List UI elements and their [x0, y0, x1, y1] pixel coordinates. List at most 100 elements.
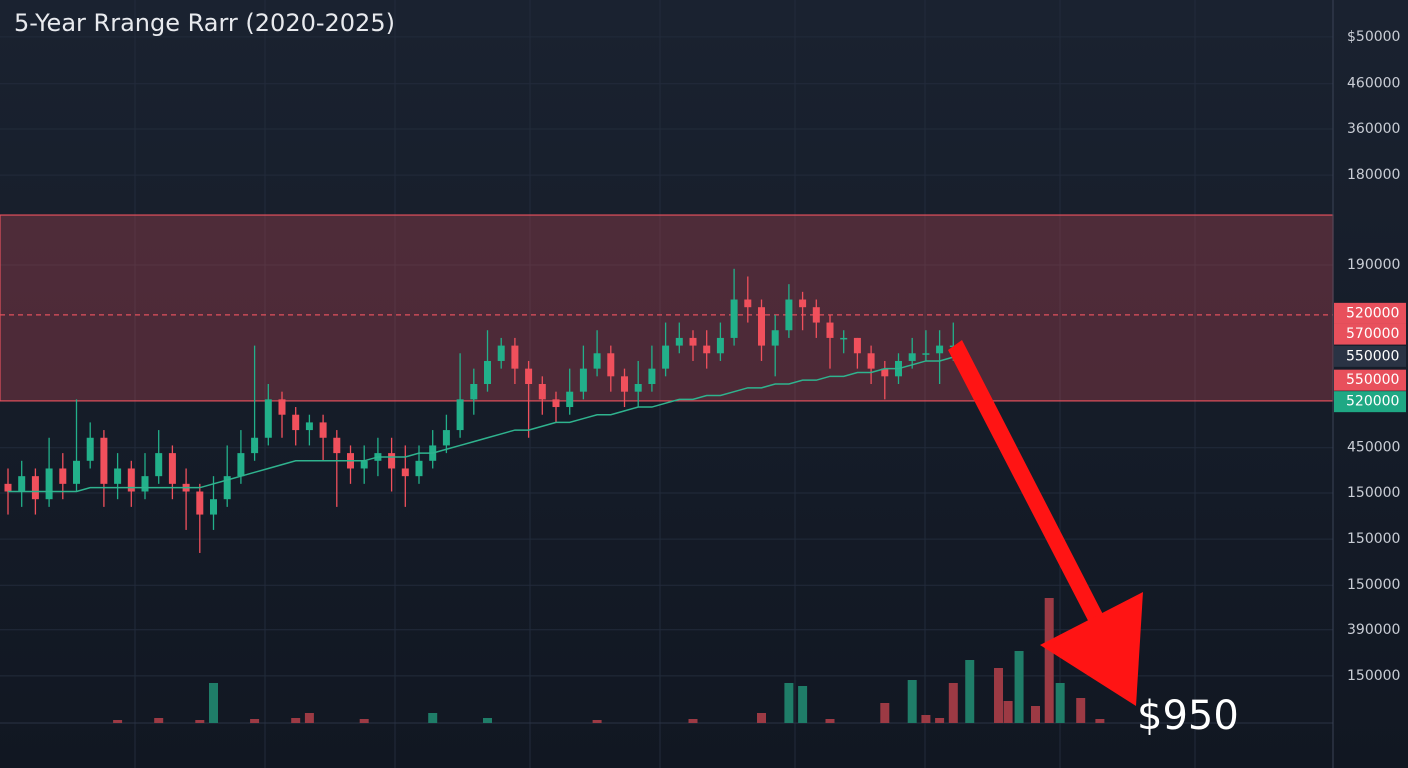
y-tick-label: 360000: [1347, 121, 1400, 137]
candle-body: [675, 337, 683, 346]
volume-bar: [1076, 698, 1086, 723]
candle-body: [703, 345, 711, 354]
volume-bar: [1044, 598, 1054, 723]
candle-body: [744, 299, 752, 308]
volume-bar: [784, 683, 794, 723]
y-tick-label: 150000: [1347, 668, 1400, 684]
volume-bar: [688, 719, 698, 723]
volume-bar: [907, 680, 917, 723]
candle-body: [278, 399, 286, 415]
y-tick-label: 450000: [1347, 440, 1400, 456]
volume-bar: [195, 720, 205, 723]
candle-body: [689, 337, 697, 346]
zone-layer: [0, 214, 1334, 402]
candle-body: [442, 430, 450, 446]
price-level-box: [1334, 302, 1406, 324]
candle-body: [251, 437, 259, 454]
volume-bar: [291, 718, 301, 723]
candle-body: [127, 468, 135, 492]
candle-body: [45, 468, 53, 500]
volume-bar: [304, 713, 314, 723]
candle-body: [456, 399, 464, 431]
y-tick-label: 150000: [1347, 485, 1400, 501]
price-level-label: 570000: [1346, 326, 1399, 342]
y-axis: $50000 460000 360000 180000 190000 450000 1500…: [1334, 29, 1406, 684]
candle-body: [634, 384, 642, 392]
volume-bar: [1014, 651, 1024, 723]
price-level-box: [1334, 369, 1406, 391]
candle-body: [237, 453, 245, 477]
candle-body: [908, 353, 916, 361]
candle-body: [936, 345, 944, 354]
candle-body: [812, 307, 820, 323]
candle-body: [292, 414, 300, 431]
volume-bar: [250, 719, 260, 723]
volume-bar: [965, 660, 975, 723]
candle-body: [607, 353, 615, 377]
candle-body: [305, 422, 313, 431]
candle-body: [59, 468, 67, 484]
volume-layer: [113, 598, 1105, 723]
volume-bar: [935, 718, 945, 723]
chart-title: 5-Year Rrange Rarr (2020-2025): [14, 9, 395, 37]
price-level-label: 520000: [1346, 394, 1399, 410]
candle-body: [826, 322, 834, 338]
y-tick-label: 180000: [1347, 167, 1400, 183]
arrow-shaft: [948, 340, 1110, 636]
candle-body: [511, 345, 519, 369]
volume-bar: [1055, 683, 1065, 723]
candle-body: [415, 460, 423, 477]
candle-body: [538, 384, 546, 400]
volume-bar: [1003, 701, 1013, 723]
y-tick-label: 460000: [1347, 76, 1400, 92]
candle-body: [799, 299, 807, 308]
volume-bar: [948, 683, 958, 723]
price-level-box: [1334, 391, 1406, 413]
annotation: $950: [1137, 693, 1239, 739]
candle-body: [360, 460, 368, 469]
volume-bar: [428, 713, 438, 723]
candle-body: [319, 422, 327, 438]
y-tick-label: $50000: [1347, 29, 1400, 45]
candle-body: [730, 299, 738, 338]
candle-body: [168, 453, 176, 484]
candle-body: [771, 330, 779, 346]
volume-bar: [757, 713, 766, 723]
candle-body: [470, 384, 478, 400]
candle-body: [881, 368, 889, 377]
candle-layer: [4, 268, 957, 553]
candle-body: [648, 368, 656, 384]
candle-body: [484, 360, 491, 384]
candle-body: [716, 337, 724, 354]
candle-body: [223, 476, 231, 500]
candle-body: [155, 453, 163, 477]
candle-body: [31, 476, 39, 500]
price-level-label: 550000: [1346, 348, 1399, 364]
volume-bar: [113, 720, 123, 723]
volume-bar: [592, 720, 602, 723]
candle-body: [210, 499, 217, 515]
candle-body: [18, 476, 26, 492]
candle-body: [388, 453, 396, 469]
candle-body: [497, 345, 505, 361]
volume-bar: [359, 719, 369, 723]
volume-bar: [825, 719, 835, 723]
arrow: [948, 340, 1143, 706]
candle-body: [621, 376, 628, 392]
candle-body: [840, 337, 848, 340]
candle-body: [100, 437, 108, 484]
candle-body: [662, 345, 670, 369]
zone-band: [0, 214, 1334, 402]
price-level-label: 520000: [1346, 305, 1399, 321]
candle-body: [525, 368, 533, 384]
y-tick-label: 150000: [1347, 577, 1400, 593]
candle-body: [401, 468, 409, 477]
candle-body: [73, 460, 80, 484]
volume-bar: [154, 718, 164, 723]
candle-body: [758, 307, 765, 346]
volume-bar: [209, 683, 218, 723]
candle-body: [333, 437, 341, 454]
volume-bar: [1031, 706, 1040, 723]
candle-body: [853, 337, 861, 354]
